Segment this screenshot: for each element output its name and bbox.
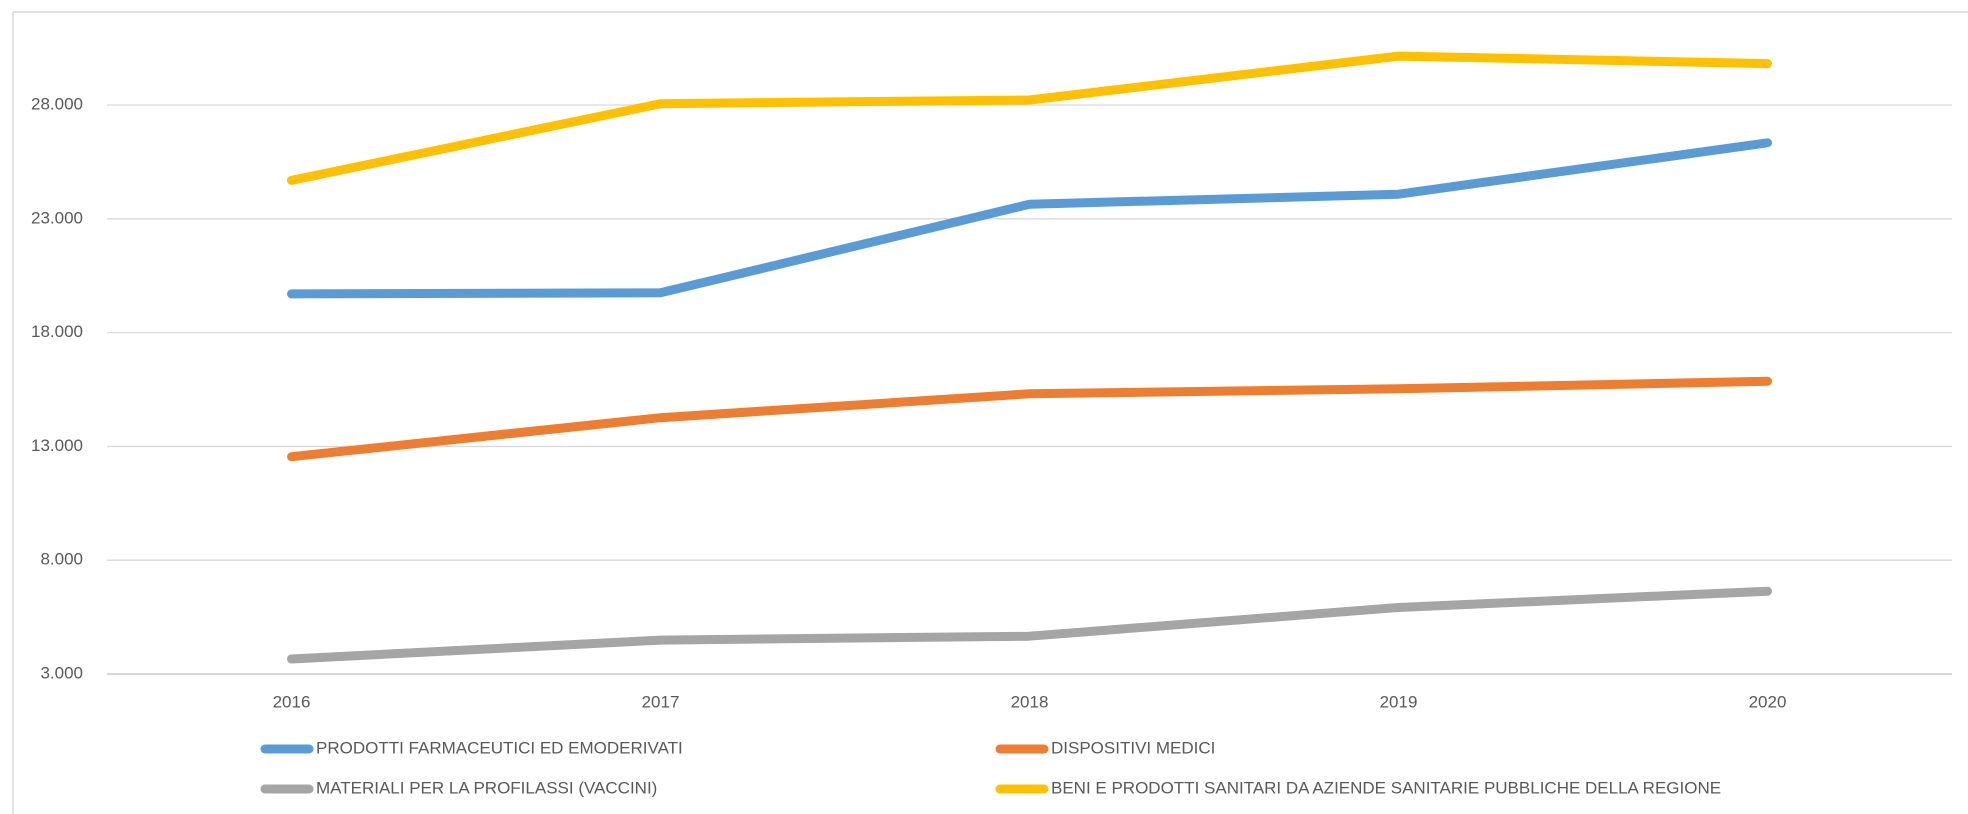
x-tick-label: 2020 [1749, 692, 1787, 711]
x-tick-label: 2017 [642, 692, 680, 711]
y-tick-label: 8.000 [40, 550, 83, 569]
x-tick-label: 2018 [1011, 692, 1049, 711]
series-line [287, 138, 1772, 299]
series-line [287, 376, 1772, 462]
x-tick-label: 2016 [273, 692, 311, 711]
y-tick-label: 28.000 [31, 95, 83, 114]
series-line [287, 586, 1772, 664]
chart-border [12, 11, 1968, 814]
x-tick-label: 2019 [1380, 692, 1418, 711]
y-tick-label: 23.000 [31, 208, 83, 227]
y-tick-label: 18.000 [31, 322, 83, 341]
legend-label: MATERIALI PER LA PROFILASSI (VACCINI) [316, 778, 657, 797]
legend-label: BENI E PRODOTTI SANITARI DA AZIENDE SANI… [1051, 778, 1721, 797]
legend-label: PRODOTTI FARMACEUTICI ED EMODERIVATI [316, 738, 683, 757]
legend-label: DISPOSITIVI MEDICI [1051, 738, 1215, 757]
series-line [287, 51, 1772, 185]
y-tick-label: 3.000 [40, 663, 83, 682]
y-tick-label: 13.000 [31, 436, 83, 455]
